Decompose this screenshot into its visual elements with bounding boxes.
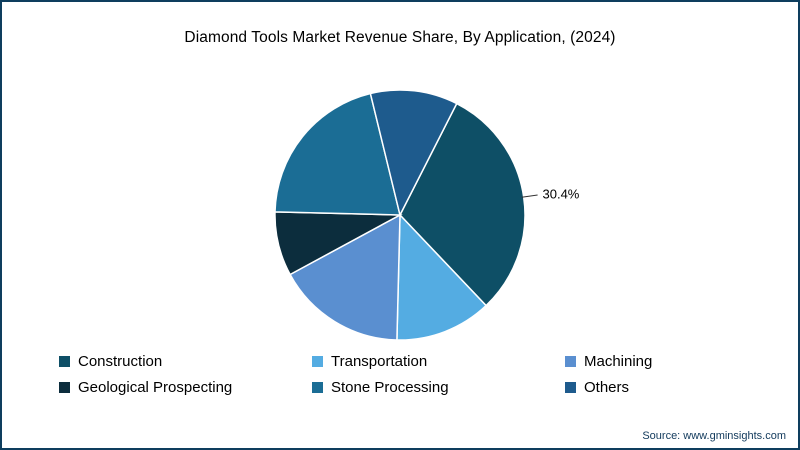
legend-item-machining[interactable]: Machining: [565, 353, 798, 370]
legend-label: Transportation: [331, 353, 428, 370]
legend-label: Construction: [78, 353, 163, 370]
legend-item-stone-processing[interactable]: Stone Processing: [312, 379, 565, 396]
legend-item-transportation[interactable]: Transportation: [312, 353, 565, 370]
legend: Construction Transportation Machining Geolo…: [2, 353, 798, 396]
pie-slice-machining[interactable]: [289, 213, 401, 341]
pie-slice-transportation[interactable]: [396, 213, 488, 341]
chart-title: Diamond Tools Market Revenue Share, By A…: [184, 29, 616, 46]
legend-item-geological-prospecting[interactable]: Geological Prospecting: [59, 379, 312, 396]
label-leader-line: [521, 194, 538, 198]
legend-swatch-construction: [59, 356, 70, 367]
legend-label: Machining: [584, 353, 653, 370]
legend-swatch-machining: [565, 356, 576, 367]
legend-swatch-transportation: [312, 356, 323, 367]
legend-swatch-geological-prospecting: [59, 382, 70, 393]
legend-label: Stone Processing: [331, 379, 449, 396]
pie-slice-stone-processing[interactable]: [274, 92, 401, 216]
legend-label: Others: [584, 379, 630, 396]
pie-chart: 30.4%: [274, 89, 580, 341]
legend-label: Geological Prospecting: [78, 379, 233, 396]
slice-value-label: 30.4%: [543, 186, 580, 201]
source-credit: Source: www.gminsights.com: [642, 430, 786, 442]
legend-item-construction[interactable]: Construction: [59, 353, 312, 370]
legend-swatch-others: [565, 382, 576, 393]
legend-swatch-stone-processing: [312, 382, 323, 393]
legend-item-others[interactable]: Others: [565, 379, 798, 396]
pie-slice-others[interactable]: [369, 89, 458, 218]
